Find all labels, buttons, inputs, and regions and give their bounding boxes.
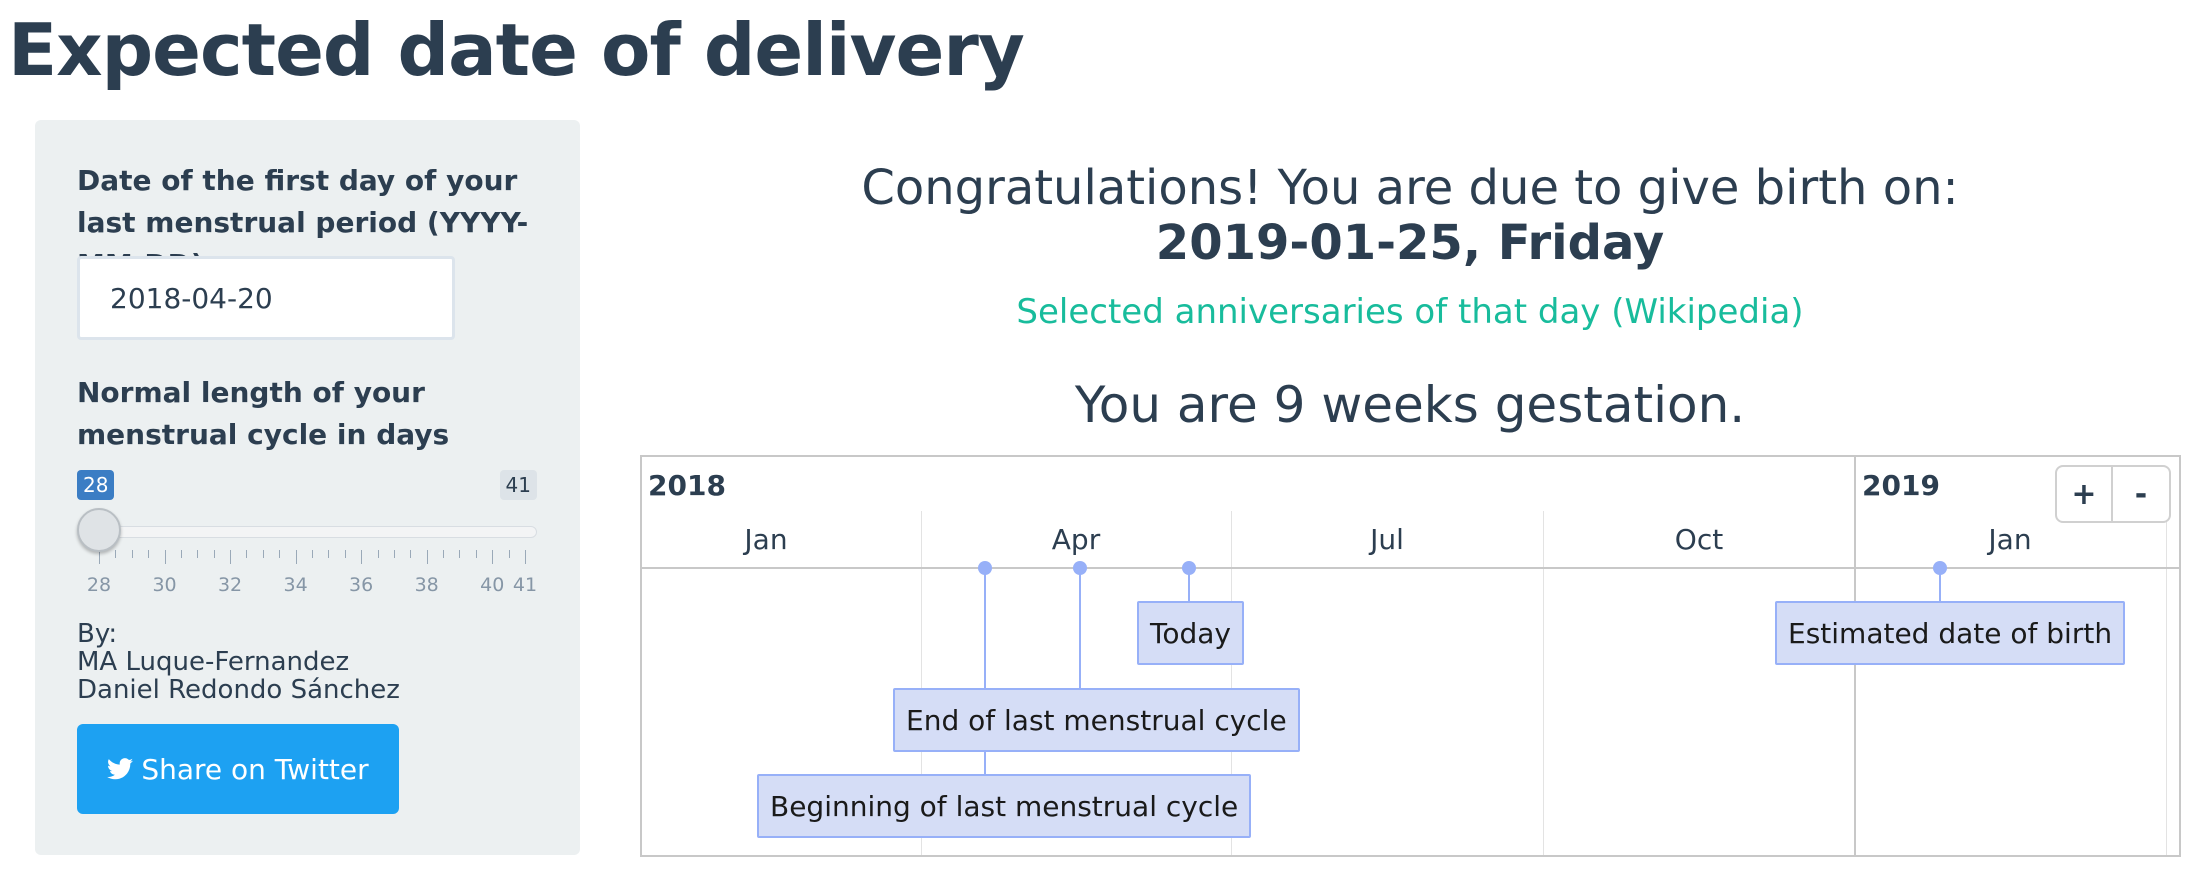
slider-tick	[230, 550, 232, 564]
slider-tick	[99, 550, 100, 564]
zoom-out-button[interactable]: -	[2113, 465, 2171, 523]
slider-track[interactable]	[87, 526, 537, 538]
slider-tick	[475, 550, 477, 558]
author-name: Daniel Redondo Sánchez	[77, 675, 400, 705]
timeline-year-label: 2019	[1862, 469, 1940, 502]
authors-block: By: MA Luque-Fernandez Daniel Redondo Sá…	[77, 620, 400, 704]
page-title: Expected date of delivery	[8, 8, 1025, 92]
slider-tick	[312, 550, 313, 558]
anniversaries-link[interactable]: Selected anniversaries of that day (Wiki…	[1016, 292, 1804, 332]
event-dot[interactable]	[1182, 561, 1196, 575]
event-dot[interactable]	[978, 561, 992, 575]
timeline-grid-line	[921, 511, 922, 855]
slider-tick	[410, 550, 412, 558]
slider-tick	[148, 550, 150, 558]
event-connector	[1939, 567, 1941, 603]
author-name: MA Luque-Fernandez	[77, 647, 350, 677]
zoom-in-button[interactable]: +	[2055, 465, 2113, 523]
slider-tick	[246, 550, 248, 558]
slider-tick	[115, 550, 117, 558]
sidebar-panel: Date of the first day of your last menst…	[35, 120, 580, 855]
slider-tick	[197, 550, 199, 558]
slider-tick-label: 40	[480, 574, 505, 596]
slider-tick	[213, 550, 215, 558]
timeline-month-label: Jul	[1370, 523, 1404, 556]
timeline-grid-line	[1231, 511, 1232, 855]
slider-tick-label: 34	[283, 574, 308, 596]
event-today[interactable]: Today	[1137, 601, 1244, 665]
timeline-grid-line	[1543, 511, 1544, 855]
slider-tick-label: 28	[86, 574, 112, 596]
slider-tick	[377, 550, 379, 558]
timeline-month-label: Apr	[1051, 523, 1101, 556]
slider-tick	[164, 550, 166, 564]
event-connector	[1079, 567, 1081, 690]
slider-tick	[180, 550, 182, 558]
timeline[interactable]: 2018 2019 Jan Apr Jul Oct Jan Beginning …	[640, 455, 2181, 857]
slider-tick	[131, 550, 133, 558]
slider-tick	[426, 550, 428, 564]
event-connector	[984, 567, 986, 776]
date-input[interactable]	[77, 256, 455, 340]
slider-tick	[459, 550, 461, 558]
timeline-month-label: Jan	[744, 523, 788, 556]
share-twitter-button[interactable]: Share on Twitter	[77, 724, 399, 814]
by-label: By:	[77, 619, 118, 649]
slider-tick	[492, 550, 494, 564]
timeline-month-label: Jan	[1988, 523, 2032, 556]
timeline-grid-line	[2166, 511, 2167, 855]
slider-tick	[279, 550, 281, 558]
slider-tick-label: 36	[349, 574, 374, 596]
slider-tick	[508, 550, 510, 558]
timeline-month-label: Oct	[1674, 523, 1724, 556]
event-end-last-cycle[interactable]: End of last menstrual cycle	[893, 688, 1300, 752]
timeline-axis	[642, 567, 2179, 569]
gestation-text: You are 9 weeks gestation.	[1074, 376, 1746, 434]
slider-tick	[525, 550, 526, 564]
slider-tick-label: 41	[512, 574, 538, 596]
event-estimated-birth[interactable]: Estimated date of birth	[1775, 601, 2126, 665]
event-dot[interactable]	[1073, 561, 1087, 575]
congratulations-text: Congratulations! You are due to give bir…	[861, 160, 1959, 216]
due-date-text: 2019-01-25, Friday	[1155, 215, 1665, 271]
timeline-year-label: 2018	[648, 469, 726, 502]
slider-tick	[295, 550, 297, 564]
slider-tick-label: 32	[217, 574, 243, 596]
slider-tick-label: 30	[152, 574, 177, 596]
slider-tick	[344, 550, 346, 558]
slider-value-badge: 28	[77, 470, 115, 500]
slider-tick	[443, 550, 445, 558]
slider-tick	[262, 550, 264, 558]
twitter-bird-icon	[107, 758, 134, 780]
event-dot[interactable]	[1933, 561, 1947, 575]
event-connector	[1188, 567, 1190, 603]
slider-tick	[393, 550, 395, 558]
slider-tick	[361, 550, 363, 564]
share-twitter-label: Share on Twitter	[141, 752, 369, 786]
cycle-length-label: Normal length of your menstrual cycle in…	[77, 376, 450, 451]
slider-tick	[328, 550, 330, 558]
cycle-length-slider[interactable]: 28 41 28 30 32 34 36 38 40 41	[77, 470, 537, 596]
slider-tick-label: 38	[414, 574, 439, 596]
event-beginning-last-cycle[interactable]: Beginning of last menstrual cycle	[757, 774, 1252, 838]
timeline-zoom-controls: + -	[2055, 465, 2171, 523]
slider-max-badge: 41	[499, 470, 537, 500]
date-label: Date of the first day of your last menst…	[77, 164, 529, 281]
slider-handle[interactable]	[77, 508, 121, 552]
